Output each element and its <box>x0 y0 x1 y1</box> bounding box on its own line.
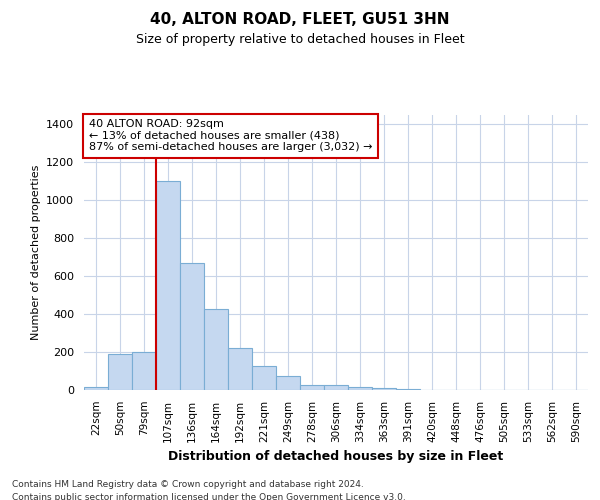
Bar <box>348 387 372 390</box>
Y-axis label: Number of detached properties: Number of detached properties <box>31 165 41 340</box>
Text: Contains public sector information licensed under the Open Government Licence v3: Contains public sector information licen… <box>12 492 406 500</box>
Bar <box>252 366 276 390</box>
Text: 40 ALTON ROAD: 92sqm
← 13% of detached houses are smaller (438)
87% of semi-deta: 40 ALTON ROAD: 92sqm ← 13% of detached h… <box>89 119 373 152</box>
Bar <box>300 384 324 390</box>
Bar <box>324 386 348 390</box>
Bar <box>84 387 108 390</box>
Bar <box>156 182 180 390</box>
Text: Size of property relative to detached houses in Fleet: Size of property relative to detached ho… <box>136 32 464 46</box>
Text: Contains HM Land Registry data © Crown copyright and database right 2024.: Contains HM Land Registry data © Crown c… <box>12 480 364 489</box>
Bar <box>108 354 132 390</box>
Text: 40, ALTON ROAD, FLEET, GU51 3HN: 40, ALTON ROAD, FLEET, GU51 3HN <box>150 12 450 28</box>
Bar <box>372 388 396 390</box>
Bar <box>396 389 420 390</box>
Bar <box>276 376 300 390</box>
Text: Distribution of detached houses by size in Fleet: Distribution of detached houses by size … <box>169 450 503 463</box>
Bar <box>132 352 156 390</box>
Bar <box>204 310 228 390</box>
Bar <box>228 348 252 390</box>
Bar <box>180 263 204 390</box>
